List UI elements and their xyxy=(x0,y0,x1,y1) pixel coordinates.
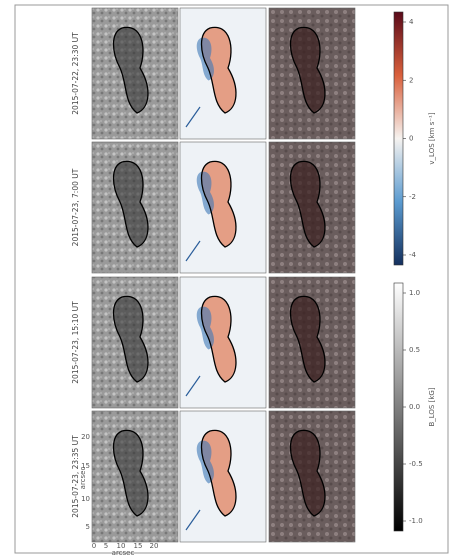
contour xyxy=(200,160,237,248)
y-tick-label: 15 xyxy=(81,462,90,470)
field-blob xyxy=(113,27,148,114)
colorbar-tick-label: -2 xyxy=(409,193,416,201)
contour xyxy=(289,295,326,383)
colorbar-tick-label: -4 xyxy=(409,251,417,259)
colorbar-tick-label: 2 xyxy=(409,76,413,84)
arrow xyxy=(185,509,201,531)
y-tick-label: 5 xyxy=(86,523,90,531)
field-blob xyxy=(290,161,325,247)
contour xyxy=(289,26,326,114)
field-blob xyxy=(290,296,325,382)
x-tick-label: 10 xyxy=(117,542,126,550)
frame xyxy=(14,4,449,554)
contour xyxy=(112,160,149,248)
colorbar-label: B_LOS [kG] xyxy=(428,387,436,426)
row-label: 2015-07-22, 23:30 UT xyxy=(71,32,80,115)
contour xyxy=(289,429,326,517)
row-label: 2015-07-23, 15:10 UT xyxy=(71,301,80,384)
field-blob xyxy=(113,296,148,382)
field-blob xyxy=(290,27,325,114)
field-blob xyxy=(290,430,325,516)
row-label: 2015-07-23, 23:35 UT xyxy=(71,435,80,518)
velocity-colorbar xyxy=(393,11,404,266)
colorbar-tick-label: -0.5 xyxy=(409,460,423,468)
colorbar-label: v_LOS [km s⁻¹] xyxy=(428,112,436,164)
field-colorbar xyxy=(393,282,404,532)
x-tick-label: 15 xyxy=(134,542,143,550)
colorbar-tick-label: 0 xyxy=(409,135,413,143)
contour xyxy=(112,295,149,383)
contour xyxy=(200,26,237,114)
colorbar-tick-label: -1.0 xyxy=(409,517,423,525)
contour xyxy=(289,160,326,248)
arrow xyxy=(185,106,201,128)
colorbar-tick-label: 4 xyxy=(409,18,414,26)
row-label: 2015-07-23, 7:00 UT xyxy=(71,168,80,246)
panels xyxy=(91,7,356,543)
y-axis-label: arcsec xyxy=(79,467,87,490)
contour xyxy=(112,429,149,517)
contour xyxy=(112,26,149,114)
x-axis-label: arcsec xyxy=(112,549,135,557)
colorbar-tick-label: 0.5 xyxy=(409,346,420,354)
y-tick-label: 10 xyxy=(81,495,90,503)
contour xyxy=(200,295,237,383)
x-tick-label: 5 xyxy=(104,542,108,550)
colorbar-tick-label: 0.0 xyxy=(409,403,420,411)
x-tick-label: 20 xyxy=(150,542,159,550)
x-tick-label: 0 xyxy=(92,542,96,550)
contour xyxy=(200,429,237,517)
field-blob xyxy=(113,161,148,247)
arrow xyxy=(185,375,201,397)
colorbar-tick-label: 1.0 xyxy=(409,289,420,297)
field-blob xyxy=(113,430,148,516)
arrow xyxy=(185,240,201,262)
y-tick-label: 20 xyxy=(81,433,90,441)
